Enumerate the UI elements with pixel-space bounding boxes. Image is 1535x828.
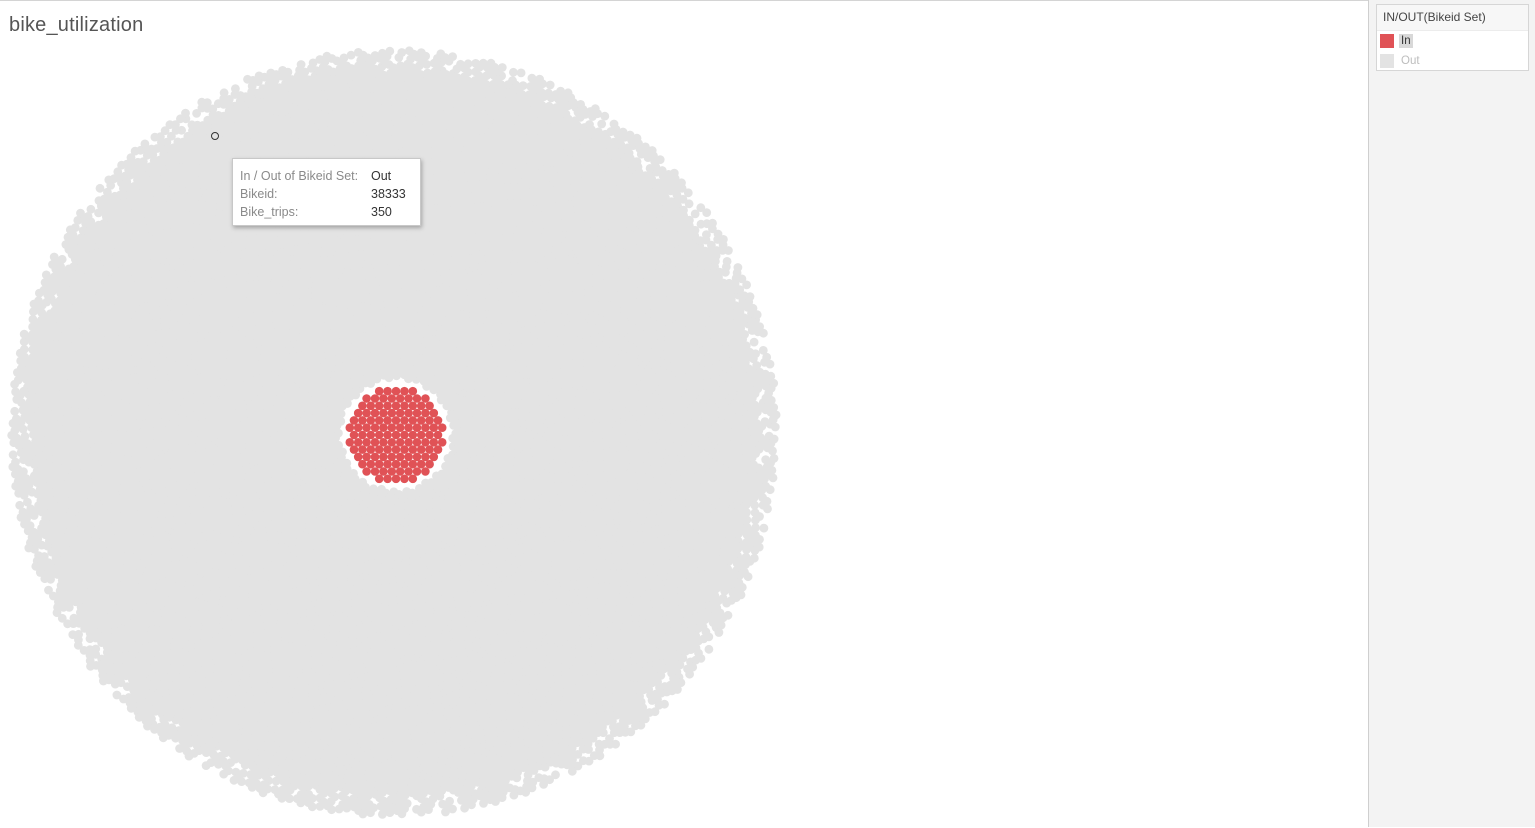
- chart-title: bike_utilization: [9, 14, 144, 36]
- visualization-area: bike_utilization In / Out of Bikeid Set:…: [0, 0, 1368, 828]
- packed-bubble-chart[interactable]: [0, 1, 1368, 828]
- bubbles-out: [7, 46, 781, 819]
